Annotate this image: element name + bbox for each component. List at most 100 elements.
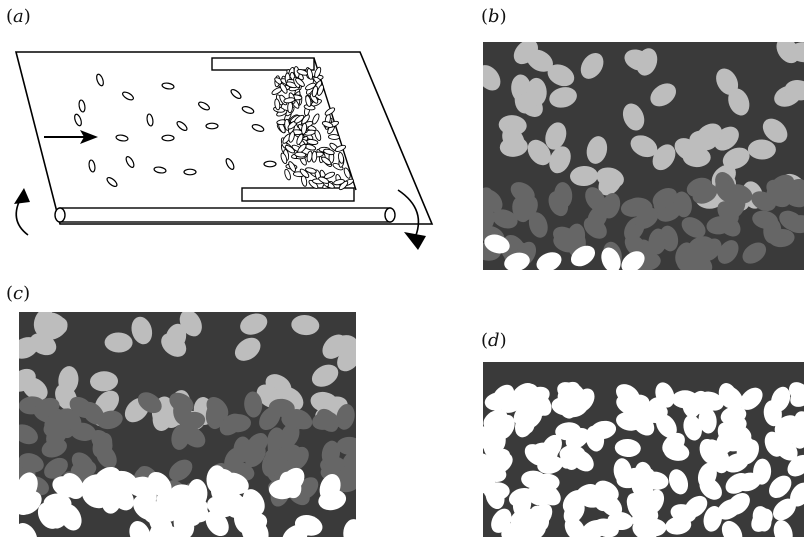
grain — [614, 438, 641, 458]
panel-d-image — [483, 362, 804, 537]
packed-grain — [294, 114, 305, 124]
panel-c-image — [19, 312, 356, 537]
packed-grain — [321, 121, 334, 128]
grain — [528, 212, 548, 238]
grain — [234, 337, 261, 361]
grain — [555, 422, 582, 441]
grain — [241, 513, 263, 537]
packed-grain — [306, 68, 313, 80]
packed-grain — [314, 129, 322, 141]
grain — [549, 146, 571, 174]
grain — [492, 209, 518, 229]
grain — [187, 479, 208, 507]
panel-label-d: (d) — [481, 330, 507, 351]
grain — [90, 371, 118, 392]
grain — [91, 429, 113, 454]
grain — [58, 366, 79, 395]
packed-grain — [279, 83, 288, 94]
grain — [622, 103, 645, 131]
packed-grain — [305, 82, 316, 91]
grain — [483, 205, 495, 232]
panel-label-b: (b) — [481, 6, 507, 27]
grain — [585, 425, 605, 452]
grain — [483, 65, 501, 91]
loose-grain — [198, 101, 210, 111]
loose-grain — [225, 158, 235, 170]
grain — [585, 187, 606, 212]
grain — [521, 521, 546, 537]
grain — [137, 392, 162, 414]
grain — [48, 501, 70, 529]
grain — [773, 498, 796, 521]
grain — [776, 42, 800, 64]
grain — [526, 77, 547, 106]
grain — [225, 414, 251, 433]
grain-photo-d — [483, 362, 804, 537]
grain — [129, 521, 151, 537]
grain — [104, 332, 133, 353]
loose-grain — [153, 166, 167, 174]
packed-grain — [305, 95, 312, 107]
loose-grain — [241, 106, 255, 114]
grain-photo-b — [483, 42, 804, 270]
grain — [41, 316, 68, 340]
panel-a-schematic — [0, 40, 460, 270]
grain — [675, 242, 695, 268]
grain — [336, 436, 356, 455]
grain — [564, 517, 586, 537]
grain — [594, 480, 619, 502]
loose-grain — [205, 122, 219, 130]
packed-grain — [305, 167, 317, 174]
grain — [686, 177, 712, 197]
grain — [526, 49, 553, 72]
grain — [19, 523, 38, 537]
grain — [545, 122, 567, 150]
loose-grain — [96, 73, 104, 87]
grain — [789, 382, 804, 405]
grain — [632, 520, 657, 537]
grain — [727, 493, 750, 515]
grain — [268, 398, 295, 417]
packed-grain — [338, 152, 344, 164]
grain — [747, 139, 776, 160]
grain — [717, 240, 739, 264]
packed-grain — [295, 77, 305, 87]
grain — [762, 118, 788, 143]
grain — [547, 64, 575, 87]
grain — [485, 483, 505, 510]
grain — [673, 191, 692, 218]
packed-grain — [288, 131, 295, 143]
grain — [319, 473, 341, 502]
grain — [483, 409, 508, 431]
grain — [728, 88, 750, 116]
packed-grain — [323, 171, 336, 179]
grain — [169, 459, 193, 481]
loose-grain — [183, 168, 197, 176]
grain — [156, 494, 179, 522]
grain — [769, 475, 792, 498]
grain — [19, 453, 44, 473]
grain — [245, 433, 268, 456]
loose-grain — [230, 88, 242, 100]
grain — [725, 473, 750, 494]
loose-grain — [115, 134, 129, 142]
grain — [699, 438, 719, 465]
grain — [787, 454, 804, 477]
grain — [46, 423, 68, 447]
grain — [337, 346, 356, 372]
packed-grain — [306, 139, 319, 145]
grain — [570, 245, 596, 267]
packed-grain — [317, 84, 324, 96]
packed-grain — [321, 156, 332, 166]
grain — [580, 52, 604, 79]
rotation-arrow-left-icon — [14, 188, 30, 236]
grain — [524, 386, 550, 407]
packed-grain — [309, 93, 319, 104]
grain — [718, 383, 738, 409]
grain — [173, 398, 192, 425]
loose-grain — [78, 99, 86, 113]
grain — [648, 228, 667, 255]
grain — [601, 247, 621, 270]
loose-grain — [161, 82, 175, 90]
grain — [316, 408, 339, 432]
